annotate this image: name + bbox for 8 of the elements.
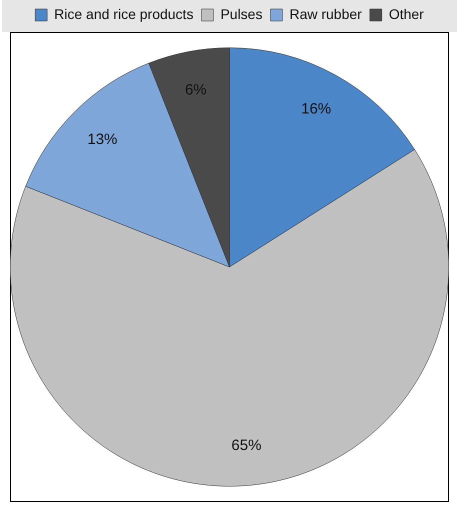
legend-label: Pulses (220, 6, 262, 22)
data-label: 65% (231, 437, 262, 454)
legend-label: Other (388, 6, 424, 22)
data-label: 6% (184, 82, 207, 99)
legend-label: Raw rubber (289, 6, 362, 22)
legend-label: Rice and rice products (54, 6, 194, 22)
data-label: 16% (301, 100, 332, 118)
data-label: 13% (87, 131, 118, 148)
